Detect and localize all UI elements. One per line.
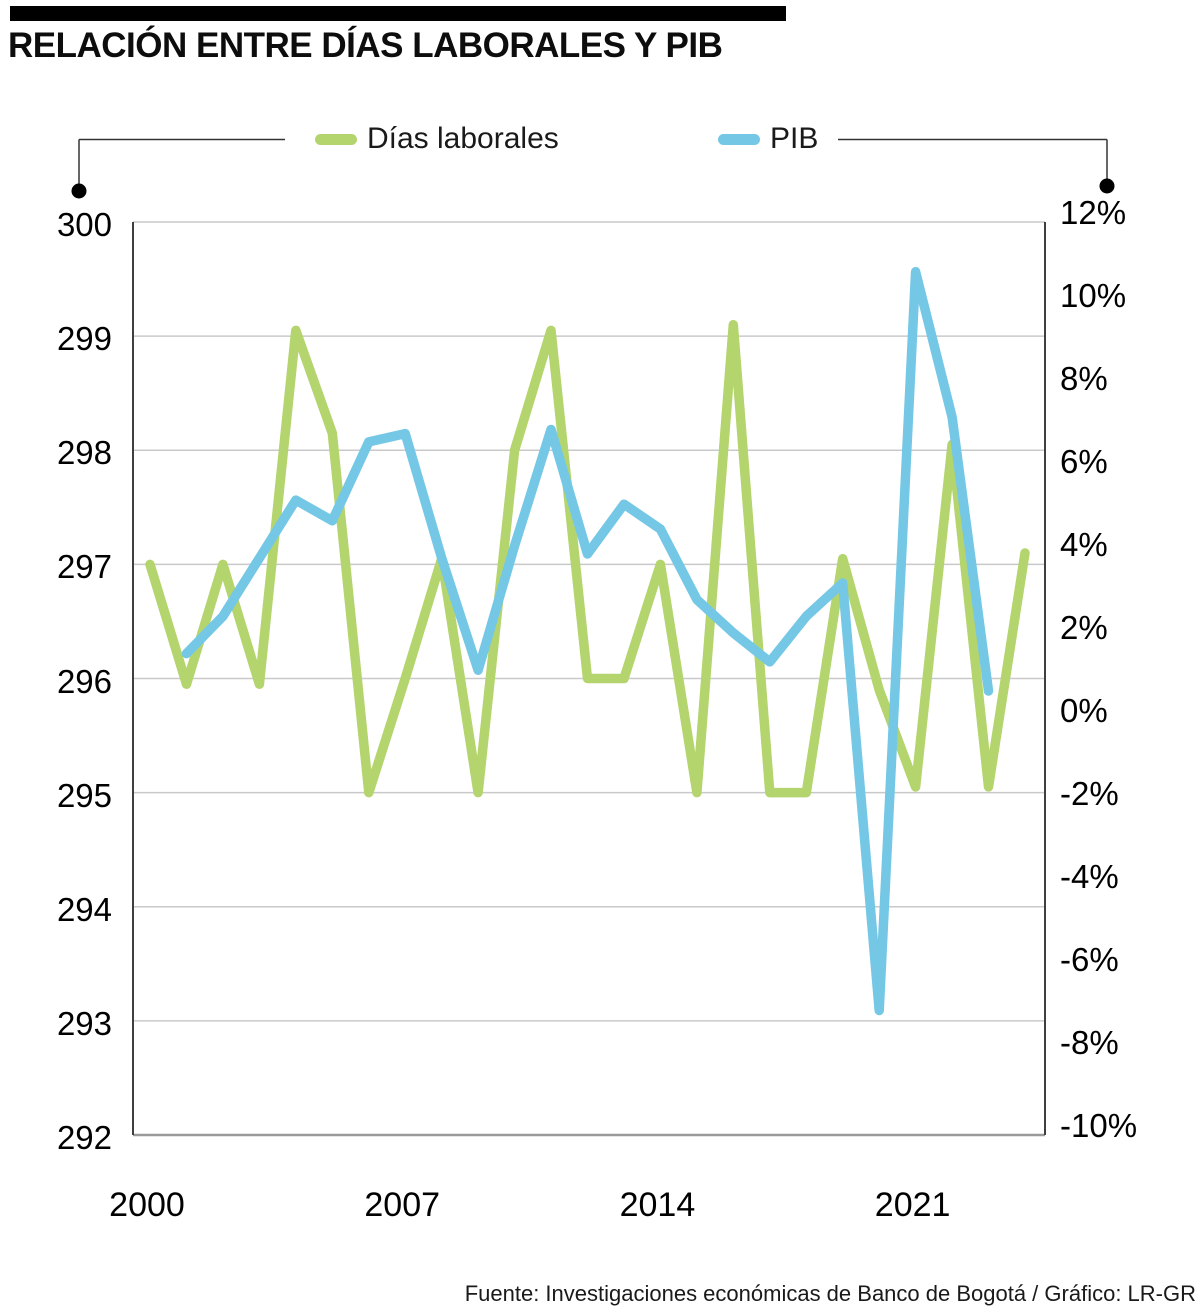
right-axis-tick--10%: -10% [1060,1107,1138,1144]
legend-swatch-pib [718,134,760,145]
right-axis-tick--2%: -2% [1060,775,1119,812]
series-lines [145,267,1030,1016]
right-axis-tick-6%: 6% [1060,443,1108,480]
right-axis-tick-2%: 2% [1060,609,1108,646]
axis-lines [132,222,1046,1135]
series-line-pib [181,267,994,1016]
left-axis-tick-297: 297 [56,548,112,586]
x-axis-tick-2021: 2021 [874,1186,951,1224]
legend-callout-left [71,138,285,199]
legend-swatch-dias-laborales [315,134,357,145]
left-axis-tick-294: 294 [56,890,112,928]
series-line-días-laborales [145,319,1030,798]
right-axis-tick-4%: 4% [1060,526,1108,563]
callout-dot-right [1099,178,1115,194]
page-title: RELACIÓN ENTRE DÍAS LABORALES Y PIB [8,26,723,65]
callout-dot-left [71,183,87,199]
x-axis-tick-2000: 2000 [109,1186,185,1224]
left-axis-tick-296: 296 [56,662,112,700]
right-axis-tick--4%: -4% [1060,858,1119,895]
title-accent-bar [10,6,786,21]
source-credit: Fuente: Investigaciones económicas de Ba… [464,1281,1196,1306]
left-axis-tick-299: 299 [56,320,112,358]
right-axis-tick-10%: 10% [1060,277,1127,314]
right-axis-tick--8%: -8% [1060,1024,1119,1061]
left-axis-tick-292: 292 [56,1119,112,1156]
right-axis-tick-12%: 12% [1060,194,1127,231]
left-axis-tick-300: 300 [56,206,112,243]
left-axis-tick-293: 293 [56,1004,112,1042]
x-axis-tick-2007: 2007 [364,1186,441,1224]
right-axis-tick-0%: 0% [1060,692,1108,729]
x-axis-tick-2014: 2014 [619,1186,696,1224]
legend-label-pib: PIB [770,122,819,155]
left-axis-tick-298: 298 [56,434,112,472]
right-axis-tick--6%: -6% [1060,941,1119,978]
left-axis-tick-295: 295 [56,776,112,814]
legend-callout-right [838,138,1115,194]
right-axis-tick-8%: 8% [1060,360,1108,397]
legend-label-dias-laborales: Días laborales [367,122,559,155]
